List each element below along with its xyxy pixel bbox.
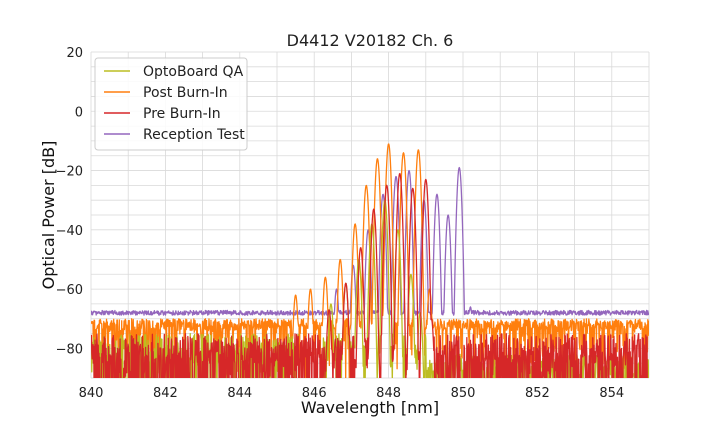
chart-title: D4412 V20182 Ch. 6 [287, 31, 454, 50]
y-tick-label: −40 [56, 224, 83, 239]
legend: OptoBoard QA Post Burn-In Pre Burn-In Re… [94, 57, 248, 151]
y-axis-label: Optical Power [dB] [39, 141, 58, 290]
legend-label-post-burn-in: Post Burn-In [143, 85, 228, 101]
tick-layer: 840 842 844 846 848 850 852 854 20 0 −20 −40 −60 −80 [56, 46, 625, 401]
legend-label-reception-test: Reception Test [143, 127, 245, 143]
x-tick-label: 848 [376, 386, 401, 401]
x-tick-label: 842 [153, 386, 178, 401]
x-tick-label: 844 [227, 386, 252, 401]
x-tick-label: 852 [525, 386, 550, 401]
y-tick-label: −60 [56, 283, 83, 298]
x-tick-label: 840 [79, 386, 104, 401]
x-tick-label: 854 [599, 386, 624, 401]
legend-label-optoboard-qa: OptoBoard QA [143, 64, 244, 80]
x-tick-label: 850 [451, 386, 476, 401]
series-layer [91, 143, 649, 378]
series-line-pre-burn-in [91, 172, 648, 378]
legend-box [94, 57, 248, 151]
y-tick-label: −80 [56, 342, 83, 357]
y-tick-label: 20 [66, 46, 83, 61]
y-tick-label: 0 [75, 105, 83, 120]
legend-label-pre-burn-in: Pre Burn-In [143, 106, 221, 122]
x-tick-label: 846 [302, 386, 327, 401]
x-axis-label: Wavelength [nm] [301, 398, 439, 417]
y-tick-label: −20 [56, 165, 83, 180]
